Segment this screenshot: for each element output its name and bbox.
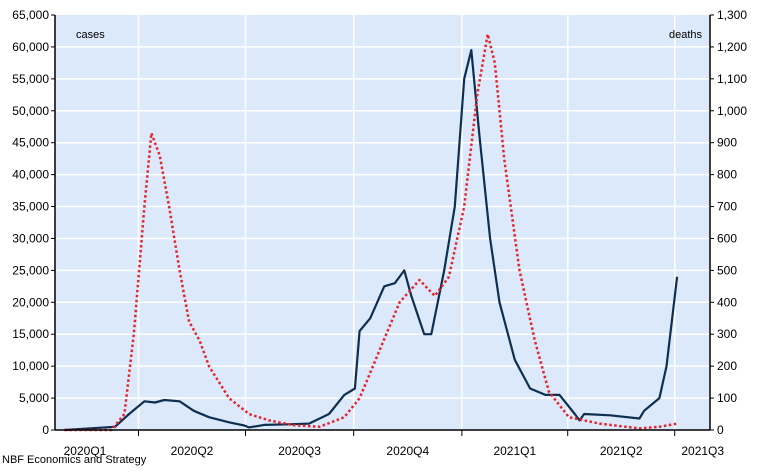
x-tick-label: 2021Q3 bbox=[681, 444, 724, 458]
right-tick-label: 400 bbox=[717, 295, 737, 309]
left-axis-label: cases bbox=[76, 29, 105, 41]
right-tick-label: 1,100 bbox=[717, 72, 747, 86]
x-tick-label: 2021Q1 bbox=[493, 444, 536, 458]
right-tick-label: 200 bbox=[717, 359, 737, 373]
x-tick-label: 2020Q4 bbox=[386, 444, 429, 458]
left-tick-label: 40,000 bbox=[12, 168, 49, 182]
x-tick-label: 2020Q3 bbox=[278, 444, 321, 458]
left-tick-label: 50,000 bbox=[12, 104, 49, 118]
source-note: NBF Economics and Strategy bbox=[2, 454, 147, 466]
x-tick-label: 2020Q2 bbox=[171, 444, 214, 458]
left-tick-label: 0 bbox=[42, 423, 49, 437]
right-tick-label: 1,300 bbox=[717, 8, 747, 22]
plot-background bbox=[55, 15, 710, 430]
right-tick-label: 300 bbox=[717, 327, 737, 341]
right-tick-label: 600 bbox=[717, 231, 737, 245]
right-tick-label: 500 bbox=[717, 263, 737, 277]
right-tick-label: 1,000 bbox=[717, 104, 747, 118]
right-tick-label: 1,200 bbox=[717, 40, 747, 54]
left-tick-label: 65,000 bbox=[12, 8, 49, 22]
left-tick-label: 10,000 bbox=[12, 359, 49, 373]
left-tick-label: 45,000 bbox=[12, 136, 49, 150]
left-tick-label: 5,000 bbox=[19, 391, 49, 405]
right-tick-label: 0 bbox=[717, 423, 724, 437]
left-tick-label: 60,000 bbox=[12, 40, 49, 54]
left-tick-label: 30,000 bbox=[12, 231, 49, 245]
right-tick-label: 700 bbox=[717, 200, 737, 214]
right-tick-label: 800 bbox=[717, 168, 737, 182]
right-axis-label: deaths bbox=[669, 29, 703, 41]
right-tick-label: 900 bbox=[717, 136, 737, 150]
left-tick-label: 55,000 bbox=[12, 72, 49, 86]
left-tick-label: 25,000 bbox=[12, 263, 49, 277]
x-tick-label: 2021Q2 bbox=[600, 444, 643, 458]
left-tick-label: 15,000 bbox=[12, 327, 49, 341]
right-tick-label: 100 bbox=[717, 391, 737, 405]
left-tick-label: 20,000 bbox=[12, 295, 49, 309]
left-tick-label: 35,000 bbox=[12, 200, 49, 214]
